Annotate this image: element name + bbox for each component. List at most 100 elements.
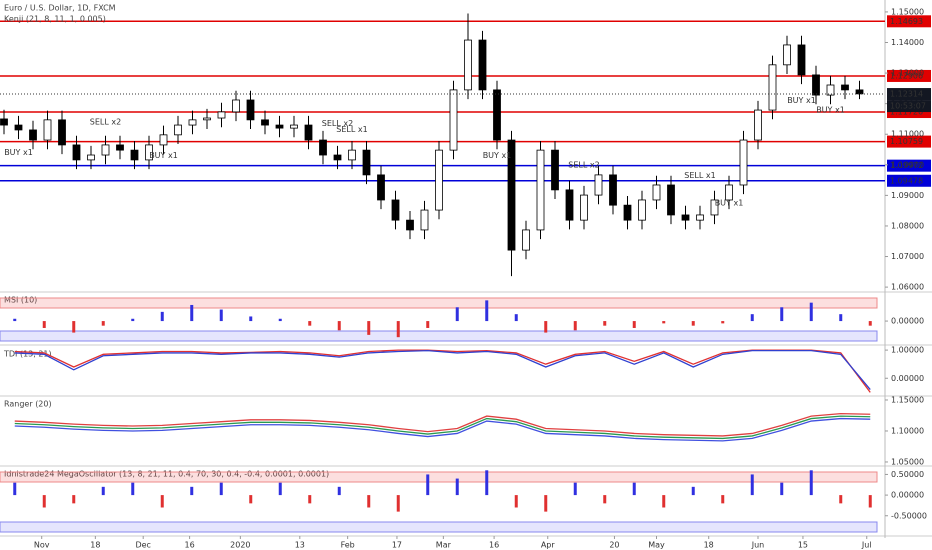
histogram-bar <box>632 482 636 496</box>
candle-body <box>739 139 748 186</box>
x-tick-label: Nov <box>34 541 50 550</box>
candle-body <box>290 124 298 129</box>
y-tick-label: 0.00000 <box>891 317 924 326</box>
indicator-line <box>14 349 871 393</box>
candle-body <box>130 149 139 161</box>
candle-body <box>174 124 182 136</box>
panel-title: Ranger (20) <box>4 400 52 409</box>
histogram-bar <box>131 318 135 322</box>
histogram-bar <box>160 311 164 322</box>
histogram-bar <box>455 478 459 496</box>
panel-title: Idnistrade24 MegaOscillator (13, 8, 21, … <box>4 470 329 479</box>
histogram-bar <box>337 321 341 331</box>
y-tick-label: 0.50000 <box>891 470 924 479</box>
histogram-bar <box>249 495 253 504</box>
histogram-bar <box>868 321 872 326</box>
histogram-bar <box>337 486 341 496</box>
histogram-bar <box>868 495 872 508</box>
histogram-bar <box>42 495 46 508</box>
candle-body <box>159 134 168 146</box>
histogram-bar <box>101 321 105 326</box>
level-tag <box>887 135 931 148</box>
chart-title: Euro / U.S. Dollar, 1D, FXCM <box>4 4 116 13</box>
level-label: 1.09972 <box>890 161 923 170</box>
candle-body <box>826 84 835 96</box>
histogram-bar <box>514 314 518 322</box>
x-tick-label: 13 <box>295 541 305 550</box>
candle-body <box>217 111 226 119</box>
histogram-bar <box>603 321 607 326</box>
candle-body <box>652 184 661 201</box>
level-label: 1.10759 <box>890 137 923 146</box>
candle-body <box>783 44 791 66</box>
histogram-bar <box>308 495 312 504</box>
level-tag <box>887 15 931 28</box>
histogram-bar <box>514 495 518 508</box>
candle-body <box>304 124 313 141</box>
x-tick-label: 18 <box>90 541 100 550</box>
histogram-bar <box>190 486 194 496</box>
y-tick-label: 0.00000 <box>891 491 924 500</box>
candle-body <box>696 214 704 221</box>
candle-body <box>493 89 501 141</box>
histogram-bar <box>160 495 164 508</box>
y-tick-label: 1.09000 <box>891 191 924 200</box>
histogram-bar <box>485 300 489 322</box>
y-tick-label: 1.13000 <box>891 69 924 78</box>
candle-body <box>710 199 719 216</box>
candle-body <box>565 189 574 221</box>
candle-body <box>275 124 284 129</box>
candle-body <box>507 139 516 251</box>
candle-body <box>855 89 864 95</box>
signal-label: BUY x1 <box>4 148 33 157</box>
level-label: 1.09478 <box>890 176 923 185</box>
histogram-bar <box>396 495 400 512</box>
histogram-bar <box>367 495 371 508</box>
histogram-bar <box>278 482 282 496</box>
candle-body <box>188 119 197 126</box>
x-tick-label: 16 <box>185 541 195 550</box>
candle-body <box>72 144 81 161</box>
histogram-bar <box>750 474 754 496</box>
histogram-bar <box>721 321 725 324</box>
candle-body <box>14 124 23 131</box>
candle-body <box>754 109 762 141</box>
indicator-title: Kenji (21, 8, 11, 1, 0.005) <box>4 15 106 24</box>
histogram-bar <box>13 318 17 322</box>
x-tick-label: May <box>648 541 665 550</box>
candle-body <box>101 144 110 156</box>
level-tag <box>887 159 931 172</box>
candle-body <box>319 139 327 156</box>
y-tick-label: 1.00000 <box>891 346 924 355</box>
time-label: 10:53:07 <box>890 102 926 111</box>
candle-body <box>594 174 603 196</box>
candle-body <box>377 174 385 201</box>
candle-body <box>116 144 124 151</box>
indicator-line <box>14 415 871 440</box>
x-tick-label: 18 <box>704 541 714 550</box>
candle-body <box>246 99 255 121</box>
y-tick-label: 0.00000 <box>891 374 924 383</box>
x-tick-label: 2020 <box>230 541 250 550</box>
candle-body <box>681 214 690 221</box>
y-tick-label: 1.08000 <box>891 221 924 230</box>
signal-label: BUY x1 <box>715 199 744 208</box>
histogram-bar <box>101 486 105 496</box>
signal-label: SELL x1 <box>336 125 367 134</box>
histogram-bar <box>367 321 371 335</box>
candle-body <box>435 149 443 211</box>
histogram-bar <box>691 486 695 496</box>
candle-body <box>0 118 8 126</box>
histogram-bar <box>603 495 607 504</box>
histogram-bar <box>308 321 312 326</box>
x-tick-label: Dec <box>135 541 150 550</box>
histogram-bar <box>750 314 754 322</box>
histogram-bar <box>426 321 430 328</box>
histogram-bar <box>72 321 76 333</box>
signal-label: BUY x1 <box>816 105 845 114</box>
time-tag <box>887 100 931 113</box>
histogram-bar <box>573 482 577 496</box>
y-tick-label: 1.11000 <box>891 130 924 139</box>
upper-zone <box>0 297 878 309</box>
histogram-bar <box>278 318 282 322</box>
